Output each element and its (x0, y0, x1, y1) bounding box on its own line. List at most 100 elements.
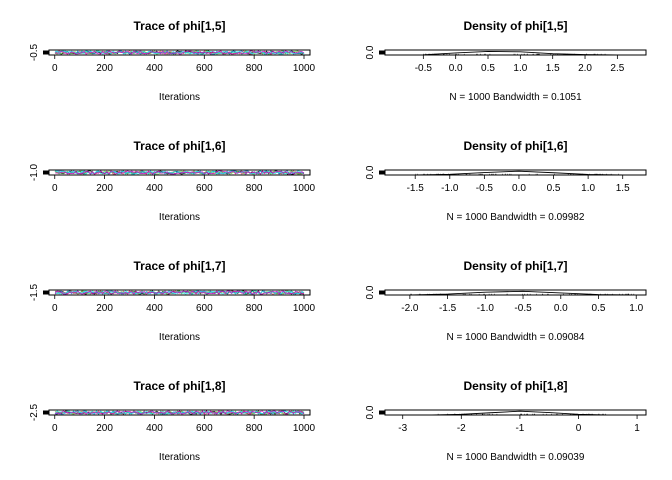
trace-panel-2: Trace of phi[1,6] -1.0 0 200 400 600 800 1000 It… (29, 139, 316, 223)
x-tick-label: -3 (398, 423, 407, 434)
y-axis-marker (379, 50, 385, 55)
x-tick-label: 0.0 (449, 63, 463, 74)
trace-title: Trace of phi[1,5] (133, 19, 225, 33)
x-tick-label: -2.0 (401, 303, 419, 314)
trace-title: Trace of phi[1,8] (133, 379, 225, 393)
density-panel-1: Density of phi[1,5] 0.0 -0.5 0.0 0.5 1.0 1.5 2.… (365, 19, 647, 103)
chain-line (54, 410, 305, 415)
y-tick-label: 0.0 (365, 285, 376, 299)
x-tick-label: -1.5 (439, 303, 457, 314)
x-tick-label: 600 (196, 63, 213, 74)
x-axis-label: Iterations (159, 92, 200, 103)
x-tick-label: 200 (96, 183, 113, 194)
density-curve (390, 410, 641, 416)
x-axis-label: N = 1000 Bandwidth = 0.09039 (447, 452, 585, 463)
density-title: Density of phi[1,8] (463, 379, 567, 393)
x-tick-label: 0 (576, 423, 582, 434)
density-title: Density of phi[1,6] (463, 139, 567, 153)
density-title: Density of phi[1,7] (463, 259, 567, 273)
x-tick-label: 1.5 (616, 183, 630, 194)
x-tick-label: 200 (96, 423, 113, 434)
y-tick-label: -1.5 (29, 283, 40, 301)
x-tick-label: 800 (246, 183, 263, 194)
x-axis-label: Iterations (159, 212, 200, 223)
x-tick-label: 200 (96, 63, 113, 74)
x-tick-label: 0.5 (547, 183, 561, 194)
y-tick-label: -1.0 (29, 163, 40, 181)
x-tick-label: 1.0 (629, 303, 643, 314)
chain-line (54, 170, 305, 175)
y-tick-label: -0.5 (29, 43, 40, 61)
trace-title: Trace of phi[1,7] (133, 259, 225, 273)
y-tick-label: 0.0 (365, 165, 376, 179)
x-tick-label: 0 (52, 183, 58, 194)
x-axis-label: Iterations (159, 332, 200, 343)
chain-line (54, 290, 305, 295)
x-axis-label: N = 1000 Bandwidth = 0.09084 (447, 332, 585, 343)
density-curve (390, 290, 640, 296)
x-tick-label: 2.0 (578, 63, 592, 74)
chain-line (54, 50, 305, 55)
density-title: Density of phi[1,5] (463, 19, 567, 33)
x-tick-label: -0.5 (476, 183, 494, 194)
x-tick-label: -1 (515, 423, 524, 434)
density-curve (390, 170, 641, 176)
x-tick-label: 1.0 (513, 63, 527, 74)
trace-panel-3: Trace of phi[1,7] -1.5 0 200 400 600 800 1000 It… (29, 259, 316, 343)
y-axis-marker (379, 170, 385, 175)
y-tick-label: 0.0 (365, 405, 376, 419)
x-tick-label: 1.5 (546, 63, 560, 74)
x-tick-label: 0.0 (512, 183, 526, 194)
chain-line (54, 410, 305, 415)
x-tick-label: -1.0 (477, 303, 495, 314)
y-axis-marker (43, 50, 49, 55)
x-tick-label: 0 (52, 303, 58, 314)
x-tick-label: -0.5 (514, 303, 532, 314)
x-tick-label: 400 (146, 303, 163, 314)
x-tick-label: 400 (146, 423, 163, 434)
density-panel-4: Density of phi[1,8] 0.0 -3 -2 -1 0 1 N = 1000 B… (365, 379, 647, 463)
x-tick-label: 0 (52, 423, 58, 434)
x-tick-label: 600 (196, 183, 213, 194)
x-axis-label: N = 1000 Bandwidth = 0.09982 (447, 212, 585, 223)
x-tick-label: 400 (146, 63, 163, 74)
y-axis-marker (379, 410, 385, 415)
y-axis-marker (379, 290, 385, 295)
x-axis-label: N = 1000 Bandwidth = 0.1051 (449, 92, 582, 103)
y-tick-label: -2.5 (29, 403, 40, 421)
x-tick-label: 600 (196, 303, 213, 314)
x-tick-label: 0.5 (592, 303, 606, 314)
x-tick-label: 800 (246, 63, 263, 74)
x-tick-label: 0 (52, 63, 58, 74)
x-tick-label: 0.5 (481, 63, 495, 74)
x-axis-label: Iterations (159, 452, 200, 463)
chain-line (54, 170, 305, 175)
trace-panel-1: Trace of phi[1,5] -0.5 0 200 400 600 800 1000 It… (29, 19, 316, 103)
x-tick-label: 1000 (293, 63, 316, 74)
x-tick-label: 1000 (293, 423, 316, 434)
y-axis-marker (43, 170, 49, 175)
x-tick-label: -1.0 (441, 183, 459, 194)
density-panel-3: Density of phi[1,7] 0.0 -2.0 -1.5 -1.0 -0.5 0.… (365, 259, 647, 343)
x-tick-label: 1 (634, 423, 640, 434)
x-tick-label: -0.5 (415, 63, 433, 74)
plot-frame (384, 49, 647, 56)
x-tick-label: 200 (96, 303, 113, 314)
density-panel-2: Density of phi[1,6] 0.0 -1.5 -1.0 -0.5 0.0 0.5… (365, 139, 647, 223)
x-tick-label: 0.0 (554, 303, 568, 314)
trace-title: Trace of phi[1,6] (133, 139, 225, 153)
x-tick-label: -2 (457, 423, 466, 434)
x-tick-label: 400 (146, 183, 163, 194)
plot-frame (384, 409, 647, 416)
x-tick-label: 800 (246, 423, 263, 434)
y-axis-marker (43, 290, 49, 295)
y-axis-marker (43, 410, 49, 415)
y-tick-label: 0.0 (365, 45, 376, 59)
x-tick-label: 800 (246, 303, 263, 314)
x-tick-label: 1000 (293, 183, 316, 194)
x-tick-label: 1000 (293, 303, 316, 314)
x-tick-label: -1.5 (407, 183, 425, 194)
trace-panel-4: Trace of phi[1,8] -2.5 0 200 400 600 800 1000 It… (29, 379, 316, 463)
x-tick-label: 600 (196, 423, 213, 434)
